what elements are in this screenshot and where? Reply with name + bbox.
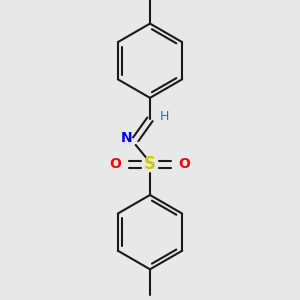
Text: O: O (178, 157, 190, 171)
Text: H: H (160, 110, 169, 123)
Text: O: O (110, 157, 122, 171)
Text: N: N (121, 131, 132, 145)
Text: S: S (144, 155, 156, 173)
